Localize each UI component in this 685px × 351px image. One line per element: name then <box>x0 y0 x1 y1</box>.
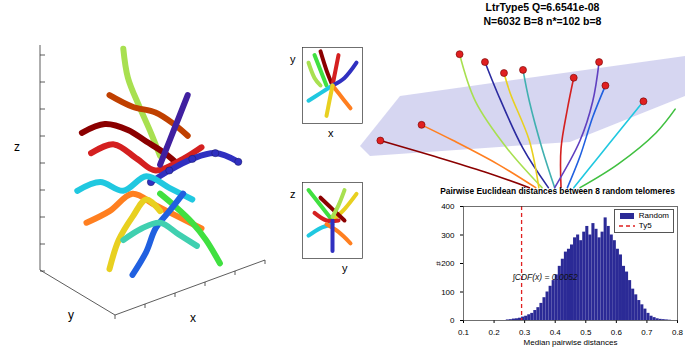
html-text:y: y <box>342 262 348 274</box>
svg-text:0: 0 <box>450 316 455 325</box>
html-text:z: z <box>290 188 296 200</box>
svg-text:#: # <box>434 261 443 266</box>
svg-text:400: 400 <box>441 202 455 211</box>
html-text:LtrType5 Q=6.6541e-08: LtrType5 Q=6.6541e-08 <box>485 1 600 13</box>
svg-text:100: 100 <box>441 288 455 297</box>
html-text:Pairwise Euclidean distances b: Pairwise Euclidean distances between 8 r… <box>440 186 675 196</box>
svg-text:200: 200 <box>441 259 455 268</box>
html-text:Ty5: Ty5 <box>638 221 652 230</box>
svg-text:0.3: 0.3 <box>519 328 531 337</box>
svg-text:0.8: 0.8 <box>672 328 684 337</box>
html-text:N=6032 B=8 n*=102 b=8: N=6032 B=8 n*=102 b=8 <box>483 15 602 27</box>
svg-text:0.5: 0.5 <box>580 328 592 337</box>
html-text:y: y <box>68 308 74 322</box>
svg-text:0.1: 0.1 <box>458 328 470 337</box>
svg-text:∫CDF(x) = 0.0052: ∫CDF(x) = 0.0052 <box>511 272 578 282</box>
svg-text:0.6: 0.6 <box>611 328 623 337</box>
svg-text:300: 300 <box>441 231 455 240</box>
svg-text:0.4: 0.4 <box>550 328 562 337</box>
html-text:x: x <box>190 311 196 325</box>
svg-text:Median pairwise distances: Median pairwise distances <box>524 338 618 347</box>
html-text:Random: Random <box>638 211 669 220</box>
svg-text:0.7: 0.7 <box>641 328 653 337</box>
html-text:y: y <box>290 53 296 65</box>
svg-text:0.2: 0.2 <box>489 328 501 337</box>
html-text:z: z <box>14 140 20 154</box>
html-text:x: x <box>328 127 334 139</box>
